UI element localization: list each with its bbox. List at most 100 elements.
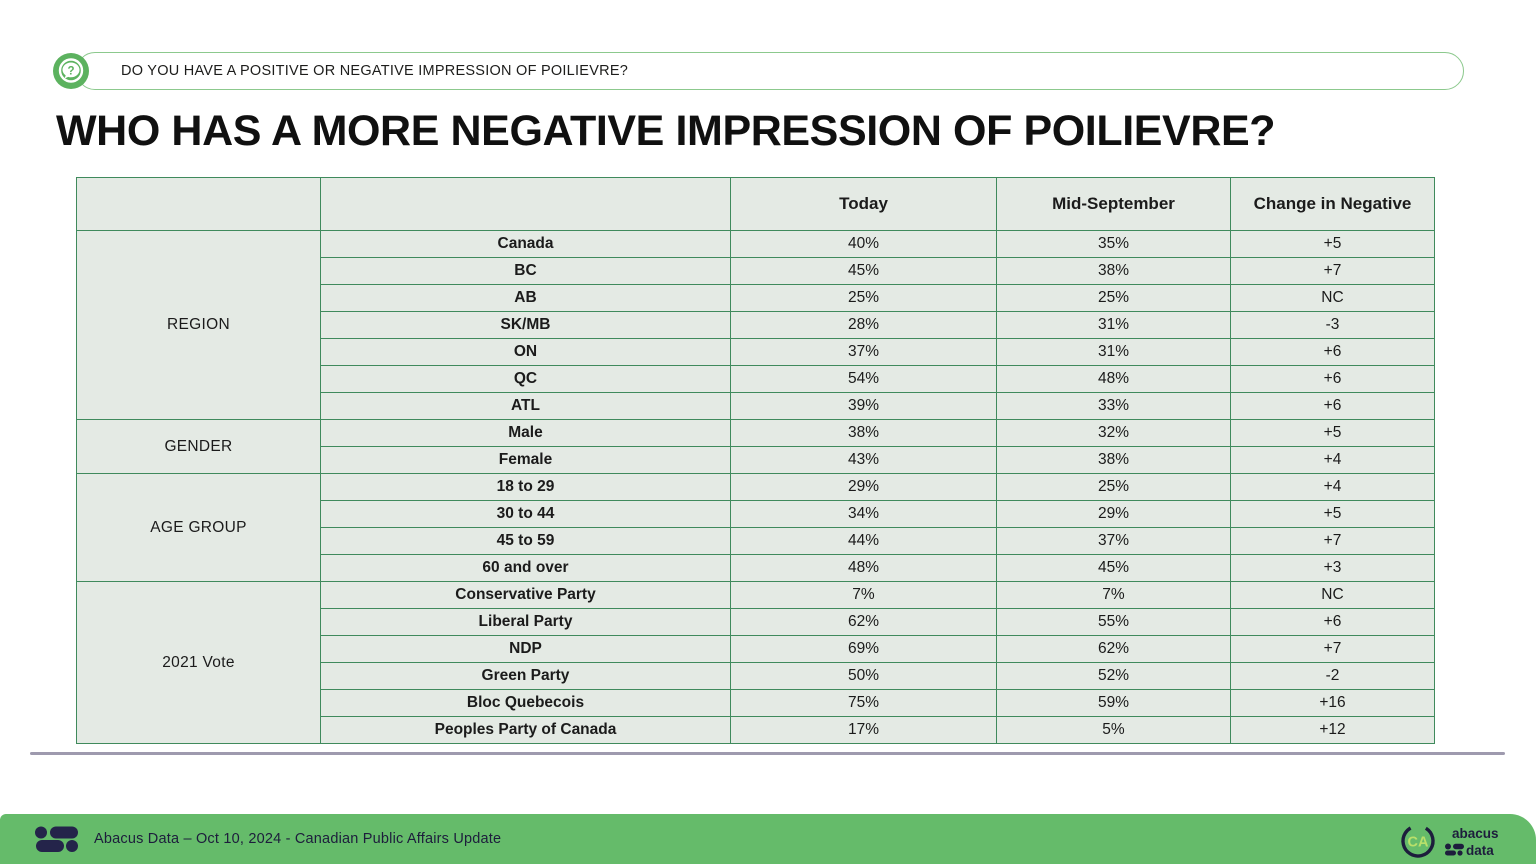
question-bar: DO YOU HAVE A POSITIVE OR NEGATIVE IMPRE… [76,52,1464,90]
question-text: DO YOU HAVE A POSITIVE OR NEGATIVE IMPRE… [121,63,629,79]
table-row: NDP 69% 62% +7 [77,635,1435,663]
cell-today: 7% [730,581,997,609]
cell-today: 40% [730,230,997,258]
cell-change: +5 [1230,230,1435,258]
cell-change: NC [1230,284,1435,312]
cell-today: 34% [730,500,997,528]
table-row: Peoples Party of Canada 17% 5% +12 [77,716,1435,744]
cell-change: +7 [1230,257,1435,285]
table-header-row: Today Mid-September Change in Negative [76,177,1435,231]
row-label: NDP [320,635,731,663]
footer-text: Abacus Data – Oct 10, 2024 - Canadian Pu… [94,831,502,847]
table-row: 45 to 59 44% 37% +7 [77,527,1435,555]
abacus-beads-icon [35,826,78,852]
cell-mid-september: 38% [996,257,1231,285]
abacus-data-brand-logo: CA abacus data [1398,821,1518,861]
table-body: REGION Canada 40% 35% +5 BC 45% 38% +7 AB 25% 25% NC… [76,230,1435,744]
table-row: Female 43% 38% +4 [77,446,1435,474]
wordmark-data: data [1466,843,1494,858]
cell-today: 54% [730,365,997,393]
footer-bar: Abacus Data – Oct 10, 2024 - Canadian Pu… [0,814,1536,864]
cell-mid-september: 62% [996,635,1231,663]
cell-change: +5 [1230,500,1435,528]
cell-today: 17% [730,716,997,744]
cell-change: +7 [1230,635,1435,663]
cell-change: NC [1230,581,1435,609]
svg-text:?: ? [67,66,74,78]
cell-today: 50% [730,662,997,690]
row-label: BC [320,257,731,285]
cell-change: +4 [1230,446,1435,474]
row-label: Bloc Quebecois [320,689,731,717]
table-row: BC 45% 38% +7 [77,257,1435,285]
row-label: ATL [320,392,731,420]
cell-today: 44% [730,527,997,555]
table-row: REGION Canada 40% 35% +5 [76,230,1435,420]
cell-today: 62% [730,608,997,636]
cell-today: 28% [730,311,997,339]
cell-mid-september: 32% [996,419,1231,447]
header-mid-september: Mid-September [996,177,1231,231]
cell-mid-september: 25% [996,284,1231,312]
ca-label: CA [1408,835,1429,851]
table-row: Green Party 50% 52% -2 [77,662,1435,690]
abacus-data-wordmark: abacus data [1445,826,1499,858]
cell-change: +12 [1230,716,1435,744]
group-label-gender: GENDER [76,419,321,474]
page-title: WHO HAS A MORE NEGATIVE IMPRESSION OF PO… [56,107,1276,155]
row-label: Male [320,419,731,447]
cell-change: +3 [1230,554,1435,582]
row-label: Female [320,446,731,474]
cell-mid-september: 38% [996,446,1231,474]
cell-today: 43% [730,446,997,474]
row-label: Canada [320,230,731,258]
header-today: Today [730,177,997,231]
cell-change: +7 [1230,527,1435,555]
table-row: 60 and over 48% 45% +3 [77,554,1435,582]
cell-mid-september: 45% [996,554,1231,582]
table-row: ATL 39% 33% +6 [77,392,1435,420]
table-row: AGE GROUP 18 to 29 29% 25% +4 [76,473,1435,582]
group-label-region: REGION [76,230,321,420]
impression-table: Today Mid-September Change in Negative R… [76,177,1435,744]
cell-mid-september: 29% [996,500,1231,528]
row-label: ON [320,338,731,366]
cell-today: 38% [730,419,997,447]
cell-change: +5 [1230,419,1435,447]
header-label [320,177,731,231]
table-row: 2021 Vote Conservative Party 7% 7% NC [76,581,1435,744]
table-row: QC 54% 48% +6 [77,365,1435,393]
row-label: Liberal Party [320,608,731,636]
cell-mid-september: 35% [996,230,1231,258]
cell-mid-september: 48% [996,365,1231,393]
cell-today: 29% [730,473,997,501]
cell-mid-september: 5% [996,716,1231,744]
row-label: 60 and over [320,554,731,582]
cell-mid-september: 52% [996,662,1231,690]
row-label: 30 to 44 [320,500,731,528]
cell-today: 75% [730,689,997,717]
cell-mid-september: 33% [996,392,1231,420]
cell-today: 48% [730,554,997,582]
group-label-2021-vote: 2021 Vote [76,581,321,744]
row-label: Conservative Party [320,581,731,609]
cell-change: +6 [1230,338,1435,366]
cell-mid-september: 37% [996,527,1231,555]
cell-mid-september: 55% [996,608,1231,636]
cell-today: 69% [730,635,997,663]
cell-change: +16 [1230,689,1435,717]
question-speech-bubble-icon: ? [53,53,89,89]
row-label: AB [320,284,731,312]
row-label: SK/MB [320,311,731,339]
row-label: QC [320,365,731,393]
table-row: ON 37% 31% +6 [77,338,1435,366]
cell-mid-september: 31% [996,311,1231,339]
cell-change: +6 [1230,392,1435,420]
row-label: 18 to 29 [320,473,731,501]
cell-mid-september: 25% [996,473,1231,501]
cell-today: 37% [730,338,997,366]
cell-today: 39% [730,392,997,420]
table-row: GENDER Male 38% 32% +5 [76,419,1435,474]
table-row: SK/MB 28% 31% -3 [77,311,1435,339]
